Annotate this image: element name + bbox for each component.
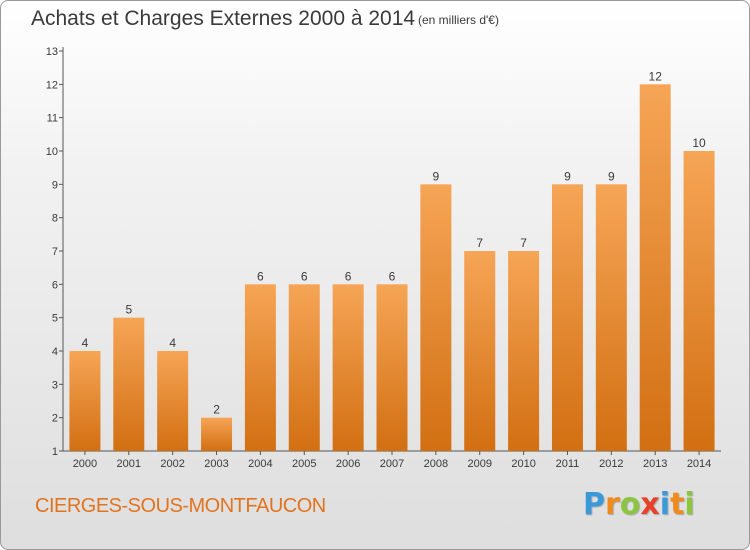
x-tick-label: 2004 <box>248 458 272 470</box>
x-tick-label: 2002 <box>160 458 184 470</box>
y-tick-label: 5 <box>52 313 58 325</box>
y-tick-label: 13 <box>46 46 58 58</box>
y-tick-label: 11 <box>47 113 58 125</box>
data-label: 9 <box>433 169 440 183</box>
y-tick-label: 2 <box>52 413 58 425</box>
logo-letter: P <box>583 487 605 522</box>
logo-letter: x <box>640 487 660 522</box>
data-label: 6 <box>301 269 308 283</box>
commune-name: CIERGES-SOUS-MONTFAUCON <box>35 495 326 517</box>
data-label: 9 <box>564 169 571 183</box>
bar <box>201 417 233 451</box>
bar <box>551 184 583 452</box>
logo-letter: t <box>670 487 685 522</box>
logo-letter: i <box>659 487 671 522</box>
logo-letter: r <box>605 487 620 522</box>
y-tick-label: 7 <box>52 246 58 258</box>
logo-letter: i <box>684 487 695 522</box>
x-tick-label: 2000 <box>73 458 97 470</box>
logo-letter: o <box>619 487 641 522</box>
data-label: 4 <box>169 336 176 350</box>
y-tick-label: 1 <box>52 446 58 458</box>
bar <box>420 184 452 452</box>
x-tick-label: 2014 <box>687 458 711 470</box>
data-label: 9 <box>608 169 615 183</box>
bar <box>464 251 496 451</box>
bar <box>595 184 627 452</box>
x-tick-label: 2003 <box>204 458 228 470</box>
proxiti-logo: Proxiti <box>583 487 695 522</box>
y-tick-label: 3 <box>52 379 58 391</box>
x-tick-label: 2013 <box>643 458 667 470</box>
y-tick-label: 9 <box>52 179 58 191</box>
bar <box>244 284 276 451</box>
y-tick-label: 6 <box>52 279 58 291</box>
data-label: 5 <box>125 303 132 317</box>
y-tick-label: 8 <box>52 213 58 225</box>
bar <box>288 284 320 451</box>
chart-title: Achats et Charges Externes 2000 à 2014 <box>31 7 416 30</box>
data-label: 10 <box>692 136 706 150</box>
x-tick-label: 2011 <box>556 458 580 470</box>
x-tick-label: 2005 <box>292 458 316 470</box>
x-tick-label: 2009 <box>467 458 491 470</box>
bar <box>157 351 189 451</box>
y-tick-label: 12 <box>46 79 58 91</box>
data-label: 6 <box>257 269 264 283</box>
data-label: 12 <box>649 69 663 83</box>
bar <box>683 151 715 451</box>
x-tick-label: 2001 <box>117 458 141 470</box>
x-tick-label: 2008 <box>424 458 448 470</box>
x-tick-label: 2006 <box>336 458 360 470</box>
y-tick-label: 10 <box>46 146 58 158</box>
bar <box>376 284 408 451</box>
chart-subtitle: (en milliers d'€) <box>418 13 499 27</box>
bar <box>508 251 540 451</box>
data-label: 4 <box>82 336 89 350</box>
data-label: 6 <box>389 269 396 283</box>
bar <box>113 317 145 451</box>
y-tick-label: 4 <box>52 346 58 358</box>
bar <box>332 284 364 451</box>
bar <box>639 84 671 451</box>
x-tick-label: 2012 <box>599 458 623 470</box>
data-label: 7 <box>476 236 483 250</box>
data-label: 6 <box>345 269 352 283</box>
bar <box>69 351 101 451</box>
x-tick-label: 2010 <box>511 458 535 470</box>
x-tick-label: 2007 <box>380 458 404 470</box>
data-label: 7 <box>520 236 527 250</box>
data-label: 2 <box>213 403 220 417</box>
